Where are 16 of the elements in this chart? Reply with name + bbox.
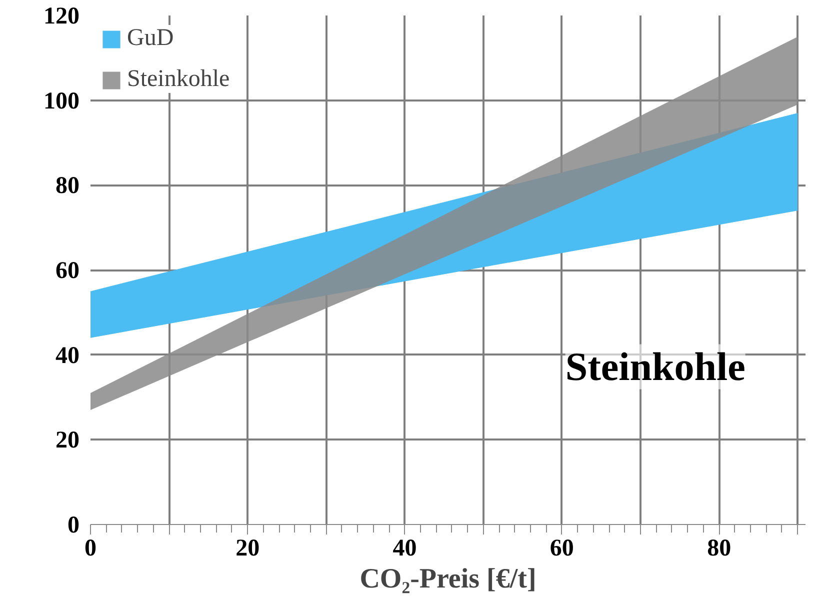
legend-label: Steinkohle xyxy=(127,66,230,93)
y-tick-label: 0 xyxy=(68,512,80,538)
legend-label: GuD xyxy=(127,25,174,52)
y-tick-label: 40 xyxy=(56,342,80,369)
x-tick-label: 60 xyxy=(550,536,574,562)
annotation: Steinkohle xyxy=(565,344,746,390)
x-axis-title: CO₂-Preis [€/t] xyxy=(360,564,536,594)
y-tick-label: 80 xyxy=(56,173,80,200)
x-tick-label: 40 xyxy=(392,536,417,562)
y-tick-label: 60 xyxy=(56,258,80,284)
x-tick-label: 20 xyxy=(236,536,260,562)
y-tick-label: 20 xyxy=(56,428,80,454)
y-tick-label: 120 xyxy=(44,4,80,30)
x-tick-label: 80 xyxy=(707,536,732,562)
x-tick-label: 0 xyxy=(84,536,96,562)
y-tick-label: 100 xyxy=(44,88,80,114)
